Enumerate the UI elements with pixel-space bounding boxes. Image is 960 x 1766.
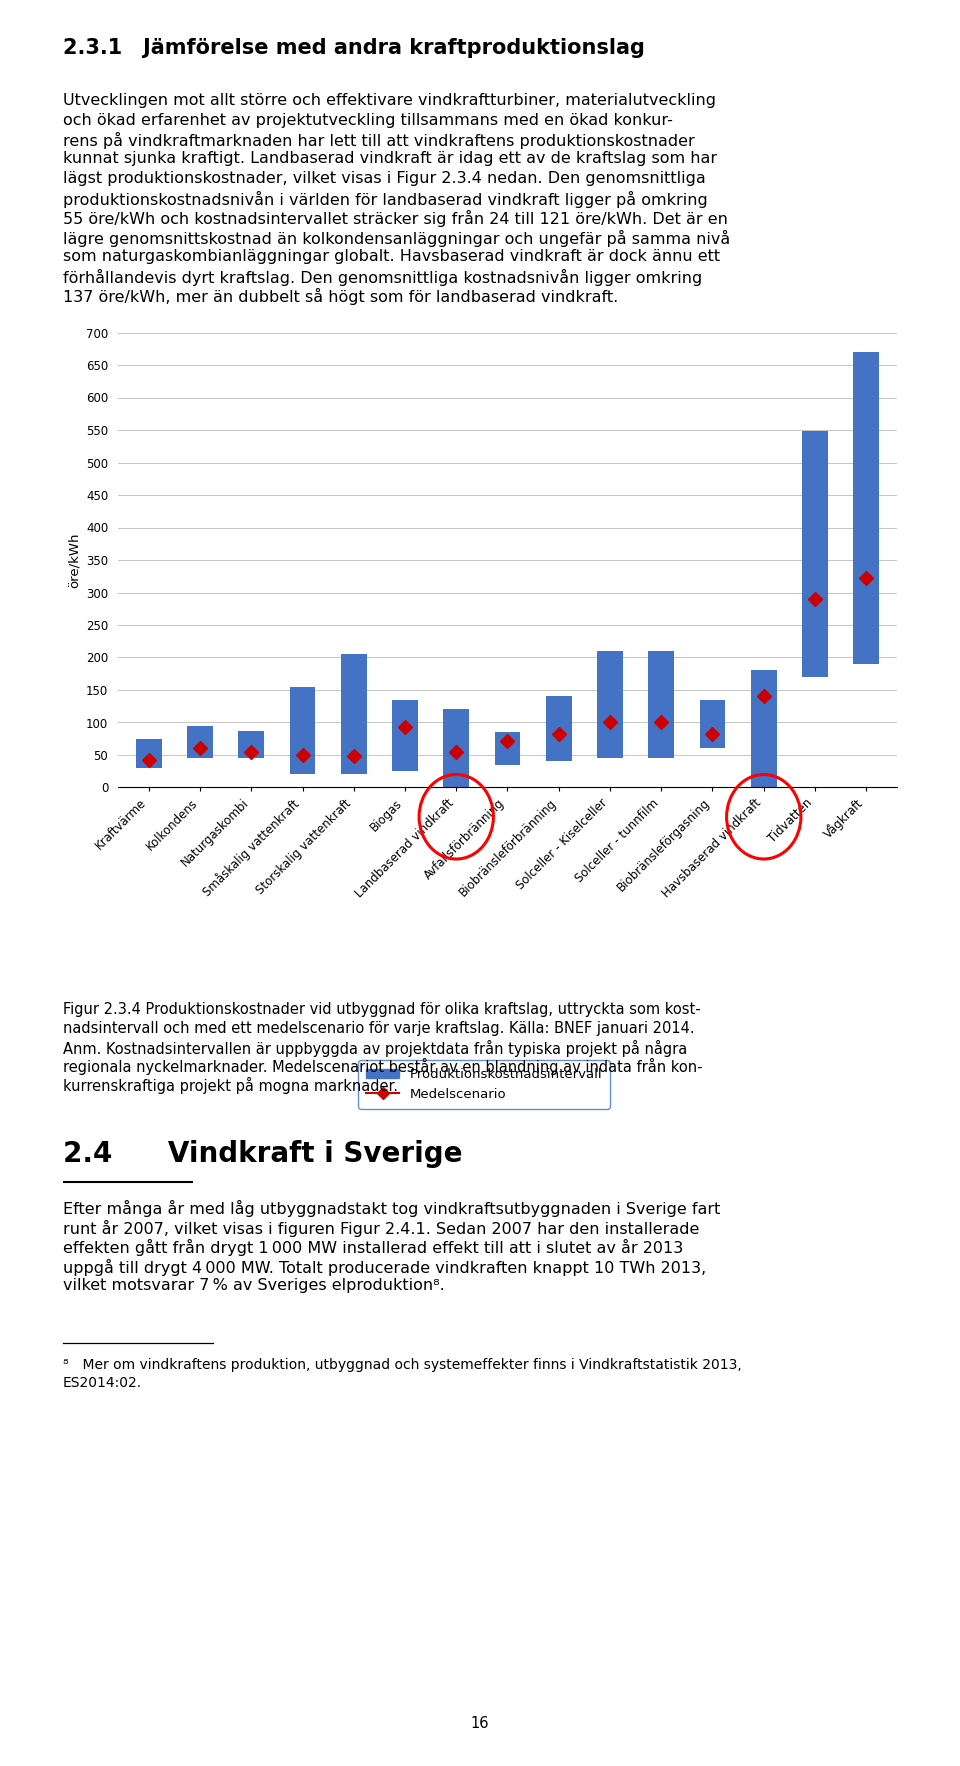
Bar: [751, 671, 777, 788]
Text: nadsintervall och med ett medelscenario för varje kraftslag. Källa: BNEF januari: nadsintervall och med ett medelscenario …: [63, 1021, 695, 1037]
Text: produktionskostnadsnivån i världen för landbaserad vindkraft ligger på omkring: produktionskostnadsnivån i världen för l…: [63, 191, 708, 208]
Text: 16: 16: [470, 1717, 490, 1731]
Legend: Produktionskostnadsintervall, Medelscenario: Produktionskostnadsintervall, Medelscena…: [358, 1060, 611, 1109]
Bar: [803, 431, 828, 676]
Text: 2.3.1 Jämförelse med andra kraftproduktionslag: 2.3.1 Jämförelse med andra kraftprodukti…: [63, 39, 645, 58]
Text: och ökad erfarenhet av projektutveckling tillsammans med en ökad konkur-: och ökad erfarenhet av projektutveckling…: [63, 113, 673, 127]
Bar: [597, 652, 623, 758]
Text: vilket motsvarar 7 % av Sveriges elproduktion⁸.: vilket motsvarar 7 % av Sveriges elprodu…: [63, 1279, 444, 1293]
Text: uppgå till drygt 4 000 MW. Totalt producerade vindkraften knappt 10 TWh 2013,: uppgå till drygt 4 000 MW. Totalt produc…: [63, 1259, 707, 1275]
Bar: [648, 652, 674, 758]
Text: lägst produktionskostnader, vilket visas i Figur 2.3.4 nedan. Den genomsnittliga: lägst produktionskostnader, vilket visas…: [63, 171, 706, 185]
Bar: [494, 733, 520, 765]
Text: Anm. Kostnadsintervallen är uppbyggda av projektdata från typiska projekt på någ: Anm. Kostnadsintervallen är uppbyggda av…: [63, 1040, 687, 1056]
Bar: [853, 351, 879, 664]
Text: effekten gått från drygt 1 000 MW installerad effekt till att i slutet av år 201: effekten gått från drygt 1 000 MW instal…: [63, 1240, 684, 1256]
Bar: [290, 687, 315, 775]
Text: 2.4  Vindkraft i Sverige: 2.4 Vindkraft i Sverige: [63, 1141, 463, 1167]
Bar: [546, 696, 571, 761]
Bar: [393, 699, 418, 772]
Text: runt år 2007, vilket visas i figuren Figur 2.4.1. Sedan 2007 har den installerad: runt år 2007, vilket visas i figuren Fig…: [63, 1220, 700, 1236]
Bar: [341, 653, 367, 775]
Text: Utvecklingen mot allt större och effektivare vindkraftturbiner, materialutveckli: Utvecklingen mot allt större och effekti…: [63, 94, 716, 108]
Text: regionala nyckelmarknader. Medelscenariot består av en blandning av indata från : regionala nyckelmarknader. Medelscenario…: [63, 1058, 703, 1075]
Y-axis label: öre/kWh: öre/kWh: [67, 532, 81, 588]
Text: ⁸ Mer om vindkraftens produktion, utbyggnad och systemeffekter finns i Vindkraft: ⁸ Mer om vindkraftens produktion, utbygg…: [63, 1358, 742, 1372]
Text: förhållandevis dyrt kraftslag. Den genomsnittliga kostnadsnivån ligger omkring: förhållandevis dyrt kraftslag. Den genom…: [63, 268, 703, 286]
Text: rens på vindkraftmarknaden har lett till att vindkraftens produktionskostnader: rens på vindkraftmarknaden har lett till…: [63, 132, 695, 148]
Bar: [136, 738, 161, 768]
Text: ES2014:02.: ES2014:02.: [63, 1376, 142, 1390]
Text: lägre genomsnittskostnad än kolkondensanläggningar och ungefär på samma nivå: lägre genomsnittskostnad än kolkondensan…: [63, 230, 731, 247]
Text: kurrenskraftiga projekt på mogna marknader.: kurrenskraftiga projekt på mogna marknad…: [63, 1077, 398, 1093]
Bar: [238, 731, 264, 758]
Text: Figur 2.3.4 Produktionskostnader vid utbyggnad för olika kraftslag, uttryckta so: Figur 2.3.4 Produktionskostnader vid utb…: [63, 1003, 701, 1017]
Bar: [700, 699, 726, 749]
Text: 137 öre/kWh, mer än dubbelt så högt som för landbaserad vindkraft.: 137 öre/kWh, mer än dubbelt så högt som …: [63, 288, 618, 306]
Text: Efter många år med låg utbyggnadstakt tog vindkraftsutbyggnaden i Sverige fart: Efter många år med låg utbyggnadstakt to…: [63, 1201, 720, 1217]
Bar: [444, 710, 469, 788]
Text: som naturgaskombianläggningar globalt. Havsbaserad vindkraft är dock ännu ett: som naturgaskombianläggningar globalt. H…: [63, 249, 720, 263]
Text: kunnat sjunka kraftigt. Landbaserad vindkraft är idag ett av de kraftslag som ha: kunnat sjunka kraftigt. Landbaserad vind…: [63, 152, 717, 166]
Bar: [187, 726, 213, 758]
Text: 55 öre/kWh och kostnadsintervallet sträcker sig från 24 till 121 öre/kWh. Det är: 55 öre/kWh och kostnadsintervallet sträc…: [63, 210, 728, 228]
